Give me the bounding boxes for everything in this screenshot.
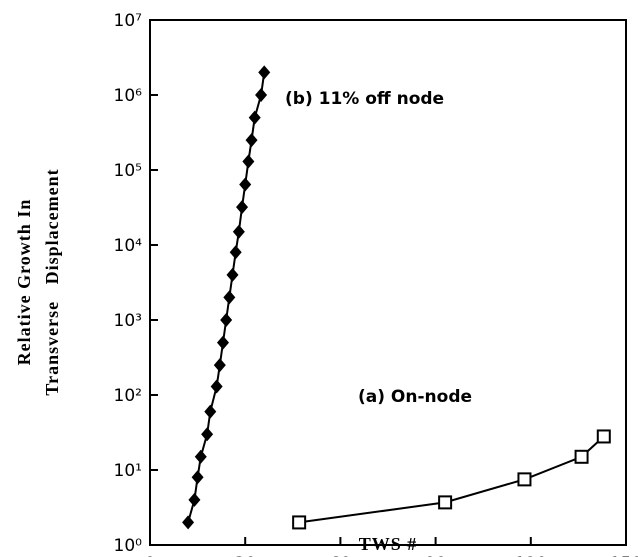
series-line: [299, 435, 605, 524]
marker: [248, 110, 261, 125]
y-tick-label: 10⁴: [114, 236, 143, 256]
marker: [232, 224, 245, 239]
marker: [596, 429, 611, 444]
marker: [226, 267, 239, 282]
y-tick-label: 10¹: [114, 461, 142, 481]
marker: [204, 404, 217, 419]
y-tick-label: 10⁵: [114, 161, 142, 181]
x-tick-label: 150: [610, 554, 638, 557]
marker: [236, 200, 249, 215]
marker: [574, 449, 589, 464]
marker: [216, 335, 229, 350]
marker: [182, 515, 195, 530]
marker: [255, 88, 268, 102]
y-axis-label: Transverse Displacement: [42, 168, 62, 395]
x-tick-label: 60: [330, 554, 352, 557]
x-tick-label: 30: [234, 554, 256, 557]
marker: [201, 427, 214, 442]
marker: [258, 65, 271, 80]
y-tick-label: 10⁷: [114, 11, 143, 31]
y-tick-label: 10⁶: [114, 86, 143, 106]
x-tick-label: 0: [145, 554, 156, 557]
y-axis-label: Relative Growth In: [14, 199, 34, 366]
series-label: (a) On-node: [358, 387, 472, 407]
series-label: (b) 11% off node: [285, 89, 444, 109]
marker: [194, 449, 207, 464]
marker: [213, 358, 226, 373]
x-tick-label: 120: [515, 554, 547, 557]
marker: [188, 492, 201, 507]
plot-frame: [149, 19, 627, 546]
x-tick-label: 90: [425, 554, 447, 557]
marker: [245, 133, 258, 148]
marker: [292, 515, 307, 530]
y-tick-label: 10²: [114, 386, 142, 406]
marker: [210, 379, 223, 394]
marker: [229, 245, 242, 260]
marker: [191, 470, 204, 485]
y-tick-label: 10³: [114, 311, 142, 331]
marker: [239, 177, 252, 192]
marker: [242, 154, 255, 169]
y-tick-label: 10⁰: [114, 536, 143, 556]
marker: [517, 472, 532, 487]
marker: [220, 313, 233, 327]
marker: [438, 495, 453, 510]
marker: [223, 290, 236, 305]
